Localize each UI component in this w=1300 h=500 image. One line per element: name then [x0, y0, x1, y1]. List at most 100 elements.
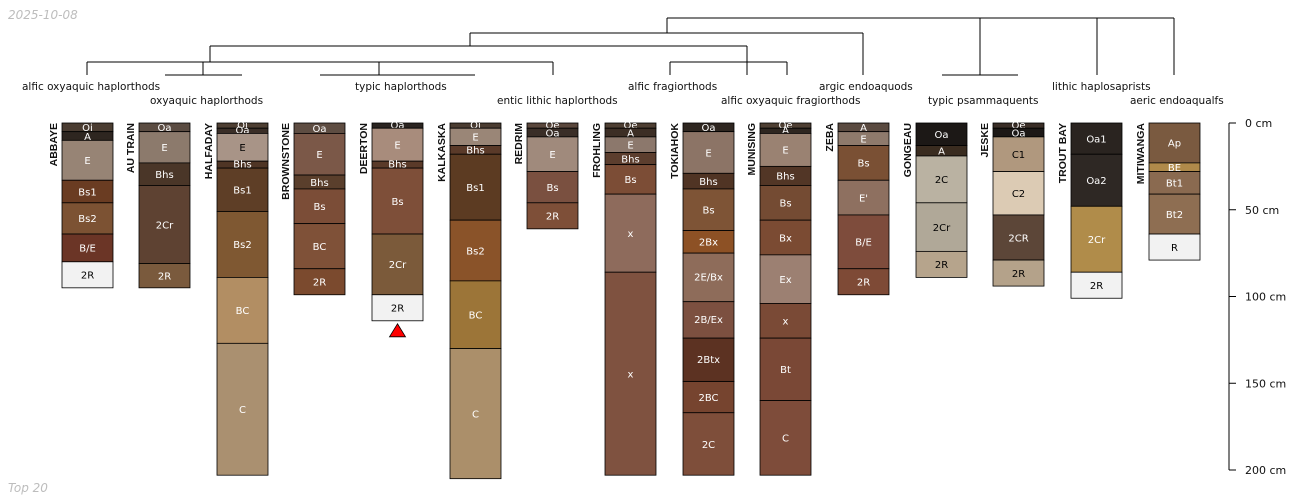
horizon-block — [837, 214, 890, 270]
horizon-block — [293, 188, 346, 225]
horizon-label: E — [472, 133, 478, 144]
horizon-label: Bhs — [388, 160, 406, 171]
horizon-label: Bhs — [776, 172, 794, 183]
caption-label: Top 20 — [8, 481, 48, 495]
profile-name: FROHLING — [591, 123, 603, 178]
horizon-block — [216, 133, 269, 162]
horizon-block — [915, 155, 968, 204]
depth-tick-label: 150 cm — [1245, 377, 1286, 390]
horizon-block — [138, 263, 191, 289]
group-labels: alfic oxyaquic haplorthods oxyaquic hapl… — [22, 81, 1224, 107]
soil-profile: TOKIAHOK Oa E Bhs Bs 2Bx 2E/Bx 2B/Ex 2Btx 2BC 2C — [669, 123, 735, 476]
group-label: oxyaquic haplorthods — [150, 95, 263, 107]
horizon-label: Oa — [702, 123, 716, 134]
horizon-label: A — [938, 147, 945, 158]
group-label: typic psammaquents — [928, 95, 1039, 107]
horizon-label: Bs2 — [233, 240, 251, 251]
profile-name: MUNISING — [746, 123, 758, 176]
horizon-block — [371, 233, 424, 296]
horizon-label: E — [316, 150, 322, 161]
horizon-label: Oe — [778, 120, 792, 131]
horizon-block — [1148, 193, 1201, 235]
horizon-block — [526, 202, 579, 230]
horizon-label: A — [627, 128, 634, 139]
horizon-label: Oa1 — [1086, 134, 1106, 145]
soil-profile: TROUT BAY Oa1 Oa2 2Cr 2R — [1057, 122, 1123, 299]
horizon-block — [837, 145, 890, 181]
horizon-block — [604, 193, 657, 273]
profile-name: MITIWANGA — [1135, 123, 1147, 185]
horizon-block — [1148, 122, 1201, 164]
horizon-label: C1 — [1012, 150, 1025, 161]
profile-name: DEERTON — [358, 123, 370, 174]
horizon-block — [293, 268, 346, 296]
group-label: alfic fragiorthods — [628, 81, 717, 93]
soil-profile: BROWNSTONE Oa E Bhs Bs BC 2R — [280, 122, 346, 296]
horizon-block — [216, 167, 269, 212]
horizon-label: Bs — [546, 183, 558, 194]
horizon-label: E — [860, 134, 866, 145]
horizon-block — [682, 412, 735, 476]
horizon-block — [759, 133, 812, 167]
horizon-block — [1148, 233, 1201, 261]
horizon-label: A — [860, 123, 867, 134]
horizon-block — [759, 219, 812, 256]
profile-name: JESKE — [979, 123, 991, 157]
horizon-label: Ex — [779, 275, 791, 286]
horizon-block — [449, 348, 502, 480]
horizon-label: Oe — [1011, 120, 1025, 131]
horizon-block — [682, 131, 735, 174]
horizon-block — [449, 219, 502, 282]
horizon-label: Bhs — [233, 160, 251, 171]
horizon-label: 2E/Bx — [694, 273, 723, 284]
depth-tick-label: 200 cm — [1245, 464, 1286, 477]
horizon-block — [526, 136, 579, 172]
horizon-block — [293, 133, 346, 176]
horizon-label: E — [161, 143, 167, 154]
horizon-block — [371, 294, 424, 322]
horizon-label: E' — [859, 193, 868, 204]
horizon-label: 2R — [158, 271, 171, 282]
horizon-label: Bs2 — [466, 246, 484, 257]
horizon-label: E — [627, 140, 633, 151]
horizon-label: C — [782, 434, 789, 445]
horizon-label: Bs1 — [78, 187, 96, 198]
group-label: aeric endoaqualfs — [1130, 95, 1224, 107]
horizon-block — [759, 400, 812, 476]
horizon-label: Bhs — [621, 154, 639, 165]
horizon-label: Oa — [313, 124, 327, 135]
horizon-block — [604, 271, 657, 476]
bottom-marker-icon — [388, 323, 407, 338]
horizon-block — [759, 337, 812, 402]
horizon-label: A — [782, 126, 789, 137]
horizon-label: Bs — [702, 206, 714, 217]
horizon-label: 2C — [935, 175, 948, 186]
soil-profile: AU TRAIN Oa E Bhs 2Cr 2R — [125, 122, 191, 289]
horizon-label: 2Btx — [697, 355, 720, 366]
horizon-label: 2R — [935, 260, 948, 271]
group-label: alfic oxyaquic haplorthods — [22, 81, 160, 93]
profile-name: TOKIAHOK — [669, 123, 681, 179]
horizon-block — [526, 171, 579, 204]
horizon-block — [61, 139, 114, 181]
horizon-label: Bs — [779, 199, 791, 210]
soil-profile: ABBAYE OiA E Bs1 Bs2 B/E 2R — [48, 122, 114, 289]
horizon-label: BC — [236, 306, 250, 317]
profile-name: REDRIM — [513, 123, 525, 165]
horizon-block — [1070, 122, 1123, 155]
profile-name: ABBAYE — [48, 123, 60, 166]
group-label: entic lithic haplorthods — [497, 95, 618, 107]
horizon-label: Oa — [1012, 128, 1026, 139]
horizon-block — [216, 342, 269, 476]
horizon-block — [1070, 153, 1123, 207]
horizon-label: BC — [469, 310, 483, 321]
horizon-label: Oa — [158, 123, 172, 134]
horizon-label: E — [394, 140, 400, 151]
horizon-label: 2BC — [698, 393, 718, 404]
dendro-branch — [209, 45, 748, 75]
